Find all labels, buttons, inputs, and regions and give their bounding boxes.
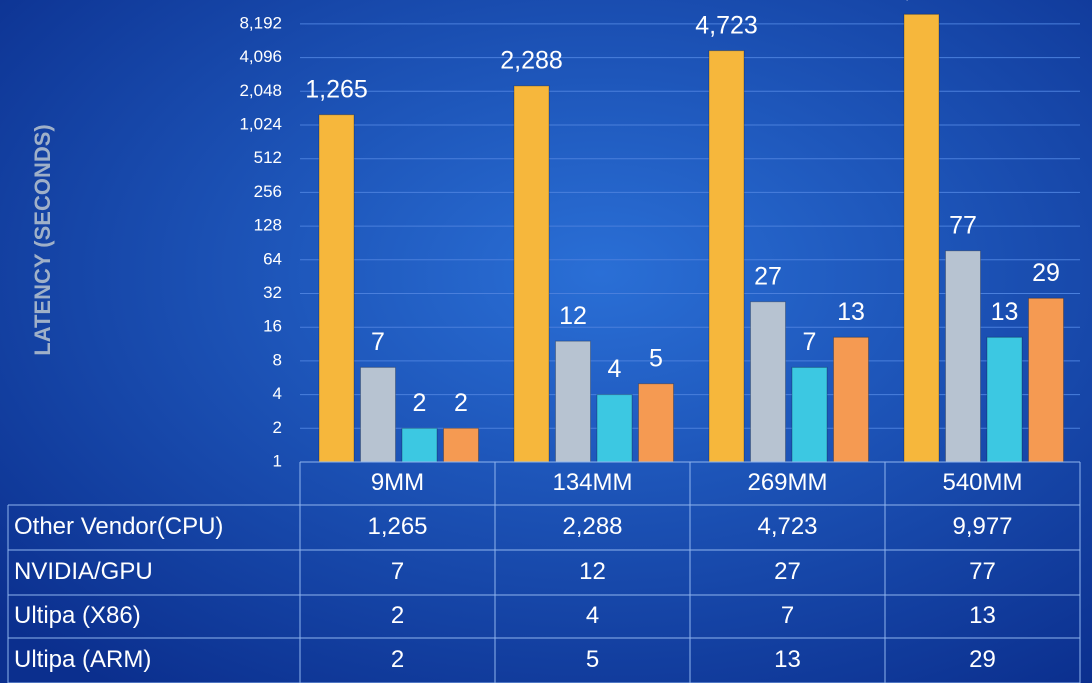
bar: [555, 340, 591, 463]
row-header: Ultipa (X86): [14, 602, 141, 629]
table-cell: 4: [586, 602, 599, 629]
table-cell: 7: [781, 602, 794, 629]
row-header: NVIDIA/GPU: [14, 558, 153, 585]
y-tick-label: 32: [263, 283, 282, 302]
data-label: 2: [454, 389, 468, 417]
bar: [750, 301, 786, 463]
table-cell: 5: [586, 646, 599, 673]
data-label: 4: [608, 355, 622, 383]
table-cell: 2: [391, 602, 404, 629]
bar: [945, 250, 981, 463]
table-cell: 2: [391, 646, 404, 673]
data-label: 7: [371, 328, 385, 356]
table-cell: 9,977: [952, 513, 1012, 540]
table-cell: 1,265: [367, 513, 427, 540]
data-label: 4,723: [695, 11, 758, 39]
bar: [638, 383, 674, 463]
table-cell: 13: [774, 646, 801, 673]
column-header: 269MM: [747, 469, 827, 496]
data-label: 2: [413, 389, 427, 417]
y-tick-label: 4: [273, 384, 282, 403]
data-label: 2,288: [500, 47, 563, 75]
data-label: 77: [949, 211, 977, 239]
y-tick-label: 1: [273, 451, 282, 470]
bar: [318, 114, 355, 463]
y-tick-label: 4,096: [239, 47, 282, 66]
table-cell: 2,288: [562, 513, 622, 540]
y-tick-label: 16: [263, 317, 282, 336]
data-label: 1,265: [305, 75, 368, 103]
data-label: 13: [991, 298, 1019, 326]
bar: [401, 427, 438, 463]
bar: [708, 50, 745, 463]
table-cell: 13: [969, 602, 996, 629]
y-tick-label: 128: [254, 216, 282, 235]
data-label: 12: [559, 302, 587, 330]
data-label: 29: [1032, 259, 1060, 287]
y-tick-label: 64: [263, 249, 282, 268]
bar: [513, 85, 550, 463]
y-tick-label: 2: [273, 418, 282, 437]
y-tick-label: 256: [254, 182, 282, 201]
y-tick-label: 8,192: [239, 13, 282, 32]
bar: [596, 394, 633, 463]
column-header: 134MM: [552, 469, 632, 496]
table-cell: 29: [969, 646, 996, 673]
table-cell: 27: [774, 558, 801, 585]
row-header: Other Vendor(CPU): [14, 513, 223, 540]
y-tick-label: 1,024: [239, 114, 282, 133]
bar: [443, 427, 479, 463]
column-header: 540MM: [942, 469, 1022, 496]
row-header: Ultipa (ARM): [14, 646, 151, 673]
y-tick-label: 8: [273, 350, 282, 369]
bar: [360, 366, 396, 463]
data-label: 9,977: [890, 0, 953, 3]
y-axis-title: LATENCY (SECONDS): [30, 124, 55, 355]
y-tick-label: 2,048: [239, 81, 282, 100]
data-label: 27: [754, 262, 782, 290]
data-label: 13: [837, 298, 865, 326]
data-label: 5: [649, 344, 663, 372]
table-cell: 4,723: [757, 513, 817, 540]
column-header: 9MM: [371, 469, 424, 496]
bar: [833, 336, 869, 463]
bar: [791, 366, 828, 463]
bar: [903, 13, 940, 463]
data-label: 7: [803, 328, 817, 356]
bar: [1028, 297, 1064, 463]
table-cell: 7: [391, 558, 404, 585]
table-cell: 77: [969, 558, 996, 585]
bar: [986, 336, 1023, 463]
y-tick-label: 512: [254, 148, 282, 167]
table-cell: 12: [579, 558, 606, 585]
